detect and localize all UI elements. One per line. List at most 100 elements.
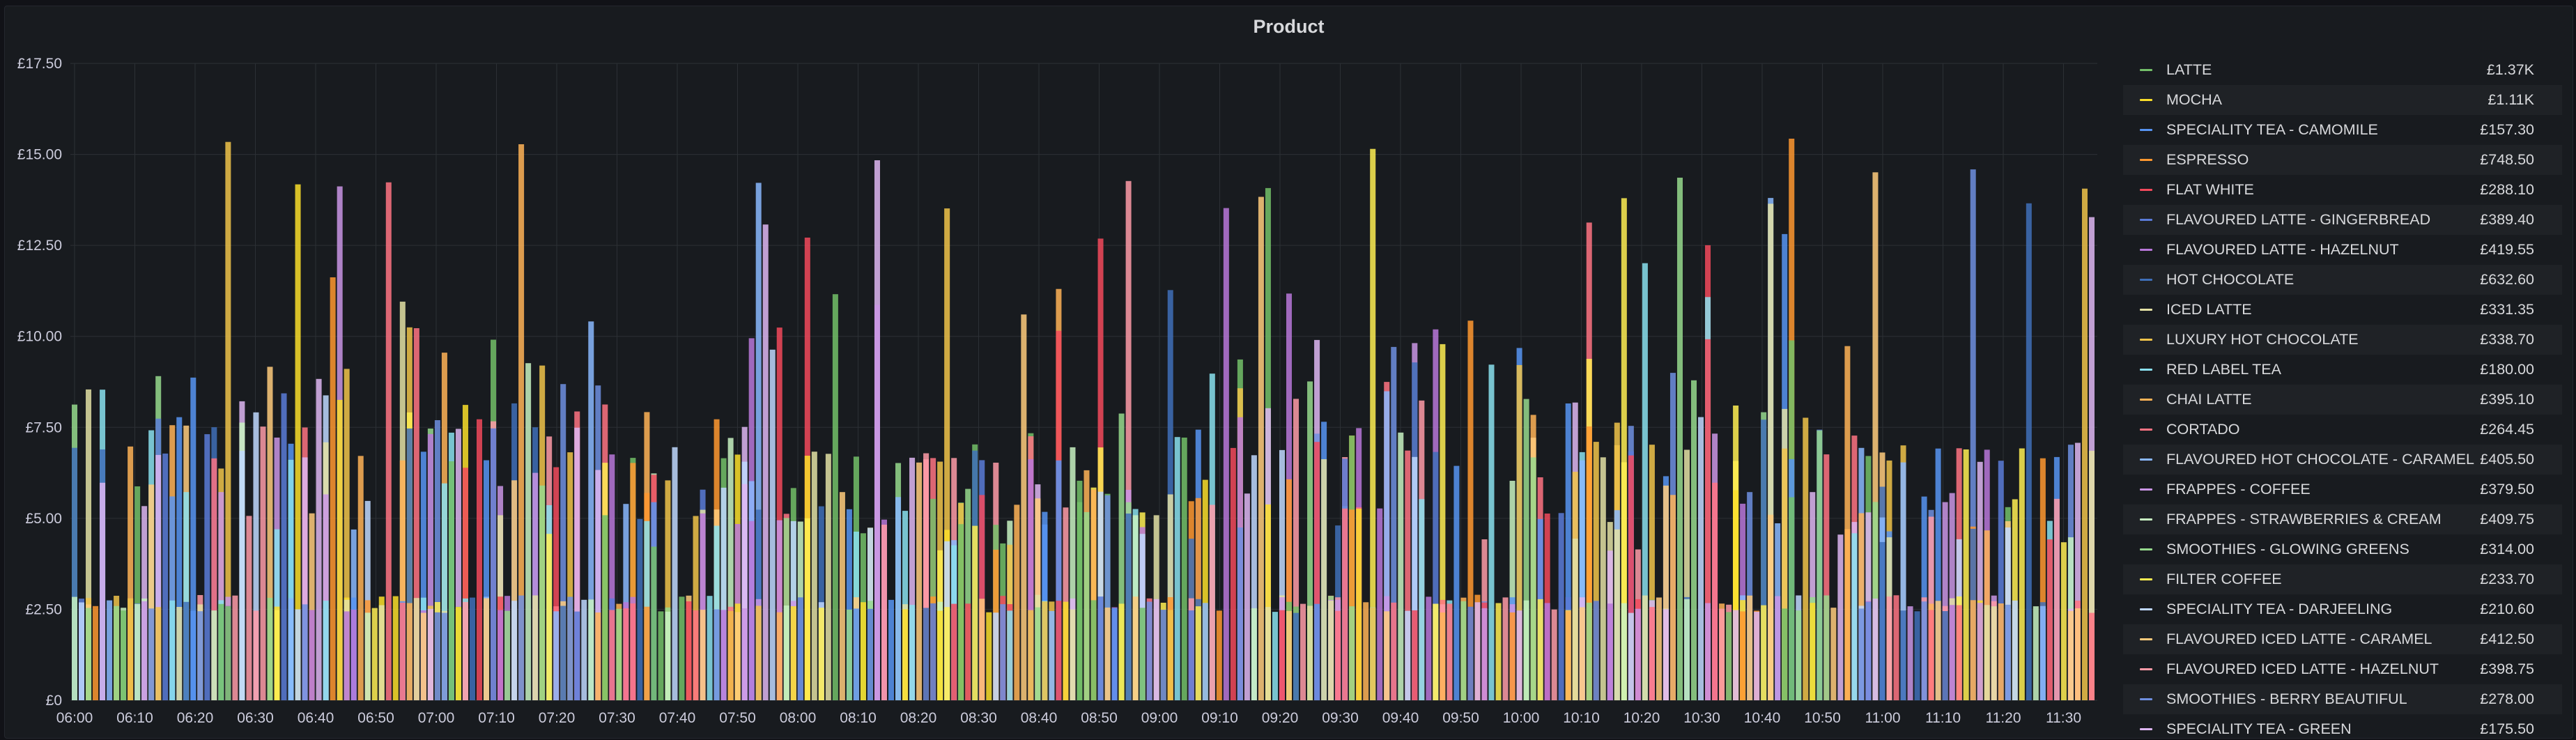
bar[interactable] bbox=[1921, 601, 1927, 700]
bar[interactable] bbox=[1286, 610, 1293, 700]
bar[interactable] bbox=[1467, 321, 1474, 700]
bar[interactable] bbox=[183, 492, 190, 700]
bar[interactable] bbox=[176, 607, 183, 700]
bar[interactable] bbox=[1607, 603, 1613, 700]
bar[interactable] bbox=[1879, 541, 1885, 700]
bar[interactable] bbox=[776, 520, 782, 700]
bar[interactable] bbox=[560, 606, 566, 701]
bar[interactable] bbox=[190, 377, 196, 700]
bar[interactable] bbox=[1223, 208, 1229, 701]
bar[interactable] bbox=[1447, 603, 1453, 700]
bar[interactable] bbox=[2088, 612, 2095, 701]
bar[interactable] bbox=[693, 516, 699, 701]
bar[interactable] bbox=[86, 608, 92, 700]
bar[interactable] bbox=[783, 606, 789, 700]
bar[interactable] bbox=[1942, 502, 1948, 700]
bar[interactable] bbox=[1495, 603, 1502, 701]
bar[interactable] bbox=[923, 459, 930, 700]
bar[interactable] bbox=[1998, 461, 2004, 700]
bar[interactable] bbox=[434, 420, 440, 700]
bar[interactable] bbox=[1998, 603, 2004, 700]
bar[interactable] bbox=[1007, 610, 1013, 700]
bar[interactable] bbox=[434, 612, 440, 700]
bar[interactable] bbox=[1656, 597, 1662, 701]
bar[interactable] bbox=[1768, 514, 1774, 700]
bar[interactable] bbox=[1649, 445, 1655, 700]
bar[interactable] bbox=[630, 603, 636, 700]
bar[interactable] bbox=[951, 603, 957, 700]
bar[interactable] bbox=[498, 610, 504, 701]
bar[interactable] bbox=[316, 378, 322, 700]
bar[interactable] bbox=[539, 485, 546, 700]
bar[interactable] bbox=[2081, 188, 2088, 700]
bar[interactable] bbox=[588, 321, 594, 700]
bar[interactable] bbox=[1090, 489, 1097, 700]
bar[interactable] bbox=[1070, 447, 1076, 700]
bar[interactable] bbox=[1900, 462, 1906, 700]
bar[interactable] bbox=[1565, 610, 1571, 701]
bar[interactable] bbox=[518, 595, 525, 700]
legend-item[interactable]: FLAVOURED LATTE - HAZELNUT £419.55 bbox=[2123, 235, 2562, 265]
bar[interactable] bbox=[532, 595, 539, 701]
bar[interactable] bbox=[748, 521, 755, 700]
bar[interactable] bbox=[107, 600, 113, 700]
bar[interactable] bbox=[1537, 599, 1543, 700]
bar[interactable] bbox=[1719, 608, 1725, 700]
bar[interactable] bbox=[965, 603, 971, 700]
legend-item[interactable]: FLAVOURED ICED LATTE - HAZELNUT £398.75 bbox=[2123, 654, 2562, 684]
bar[interactable] bbox=[1258, 196, 1264, 701]
bar[interactable] bbox=[1803, 417, 1809, 701]
bar[interactable] bbox=[2060, 542, 2067, 700]
bar[interactable] bbox=[741, 484, 748, 700]
bar[interactable] bbox=[1307, 381, 1313, 700]
bar[interactable] bbox=[1063, 601, 1069, 700]
bar[interactable] bbox=[574, 427, 580, 700]
bar[interactable] bbox=[1949, 605, 1955, 700]
bar[interactable] bbox=[295, 609, 301, 701]
bar[interactable] bbox=[693, 610, 699, 700]
legend-item[interactable]: CORTADO £264.45 bbox=[2123, 415, 2562, 445]
bar[interactable] bbox=[1174, 437, 1180, 700]
bar[interactable] bbox=[232, 595, 238, 700]
bar[interactable] bbox=[665, 480, 671, 700]
bar[interactable] bbox=[1642, 263, 1648, 700]
bar[interactable] bbox=[427, 433, 433, 700]
bar[interactable] bbox=[1384, 391, 1390, 701]
bar[interactable] bbox=[1872, 172, 1879, 701]
bar[interactable] bbox=[1768, 203, 1774, 700]
bar[interactable] bbox=[1872, 599, 1879, 700]
bar[interactable] bbox=[1356, 509, 1362, 700]
bar[interactable] bbox=[1391, 602, 1397, 700]
bar[interactable] bbox=[1028, 610, 1034, 700]
bar[interactable] bbox=[1523, 600, 1529, 700]
bar[interactable] bbox=[155, 607, 162, 700]
bar[interactable] bbox=[1893, 595, 1899, 700]
bar[interactable] bbox=[141, 601, 148, 700]
bar[interactable] bbox=[2046, 539, 2053, 700]
bar[interactable] bbox=[1635, 608, 1641, 700]
legend-item[interactable]: SPECIALITY TEA - DARJEELING £210.60 bbox=[2123, 594, 2562, 624]
bar[interactable] bbox=[1384, 611, 1390, 700]
legend-item[interactable]: SPECIALITY TEA - CAMOMILE £157.30 bbox=[2123, 115, 2562, 145]
bar[interactable] bbox=[2088, 450, 2095, 700]
bar[interactable] bbox=[295, 184, 301, 701]
bar[interactable] bbox=[2053, 498, 2060, 700]
bar[interactable] bbox=[378, 605, 385, 701]
bar[interactable] bbox=[1516, 610, 1522, 700]
bar[interactable] bbox=[302, 604, 308, 700]
bar[interactable] bbox=[937, 610, 943, 701]
bar[interactable] bbox=[148, 608, 155, 700]
bar[interactable] bbox=[1440, 344, 1446, 700]
bar[interactable] bbox=[1586, 602, 1592, 700]
bar[interactable] bbox=[853, 608, 859, 700]
bar[interactable] bbox=[260, 426, 266, 700]
bar[interactable] bbox=[218, 492, 224, 700]
bar[interactable] bbox=[511, 480, 518, 700]
bar[interactable] bbox=[1726, 612, 1732, 700]
bar[interactable] bbox=[1202, 603, 1208, 700]
bar[interactable] bbox=[944, 607, 950, 700]
bar[interactable] bbox=[1782, 448, 1788, 700]
bar[interactable] bbox=[1817, 430, 1823, 700]
bar[interactable] bbox=[1761, 605, 1767, 700]
legend-item[interactable]: FLAVOURED ICED LATTE - CARAMEL £412.50 bbox=[2123, 624, 2562, 654]
